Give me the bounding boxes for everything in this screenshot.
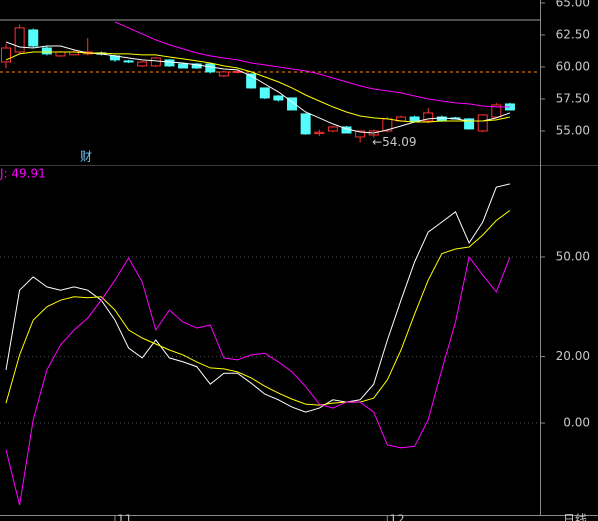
y-tick-label: 55.00 (556, 123, 590, 137)
y-tick-label: 0.00 (563, 416, 590, 430)
candle-body (355, 130, 366, 138)
line-series (5, 183, 511, 413)
line-series (5, 41, 511, 134)
y-tick-label: 65.00 (556, 0, 590, 9)
low-label: ←54.09 (372, 135, 416, 149)
candle-body (314, 131, 325, 135)
candle-body (28, 29, 39, 47)
candle-body (273, 95, 284, 101)
period-label: 日线 (563, 513, 587, 521)
y-tick-label: 57.50 (556, 91, 590, 105)
candle-body (423, 112, 434, 122)
candle-body (218, 71, 229, 77)
candle-body (164, 59, 175, 67)
kdj-legend: J: 49.91 (0, 167, 46, 181)
candle-body (477, 114, 488, 132)
line-series (5, 255, 511, 506)
y-tick-label: 20.00 (556, 349, 590, 363)
candle-body (205, 63, 216, 73)
x-tick-label: 11 (117, 513, 132, 521)
line-series (5, 210, 511, 406)
line-series (114, 21, 510, 108)
note: 财 (80, 150, 92, 164)
candle-body (464, 118, 475, 130)
y-tick-label: 60.00 (556, 59, 590, 73)
candle-body (259, 87, 270, 99)
line-series (5, 51, 511, 123)
candle-body (1, 47, 11, 63)
candle-body (287, 97, 298, 111)
candle-body (150, 57, 161, 67)
y-tick-label: 62.50 (556, 27, 590, 41)
x-tick-label: 12 (389, 513, 404, 521)
candle-body (178, 63, 189, 69)
candle-body (491, 104, 502, 118)
candle-body (14, 27, 25, 53)
candle-body (246, 73, 257, 89)
y-tick-label: 50.00 (556, 249, 590, 263)
candle-body (300, 113, 311, 135)
candle-body (409, 116, 420, 122)
candle-body (123, 60, 134, 63)
candle-body (137, 61, 148, 67)
candle-body (41, 47, 52, 55)
candle-body (327, 126, 338, 132)
candle-body (55, 51, 66, 57)
